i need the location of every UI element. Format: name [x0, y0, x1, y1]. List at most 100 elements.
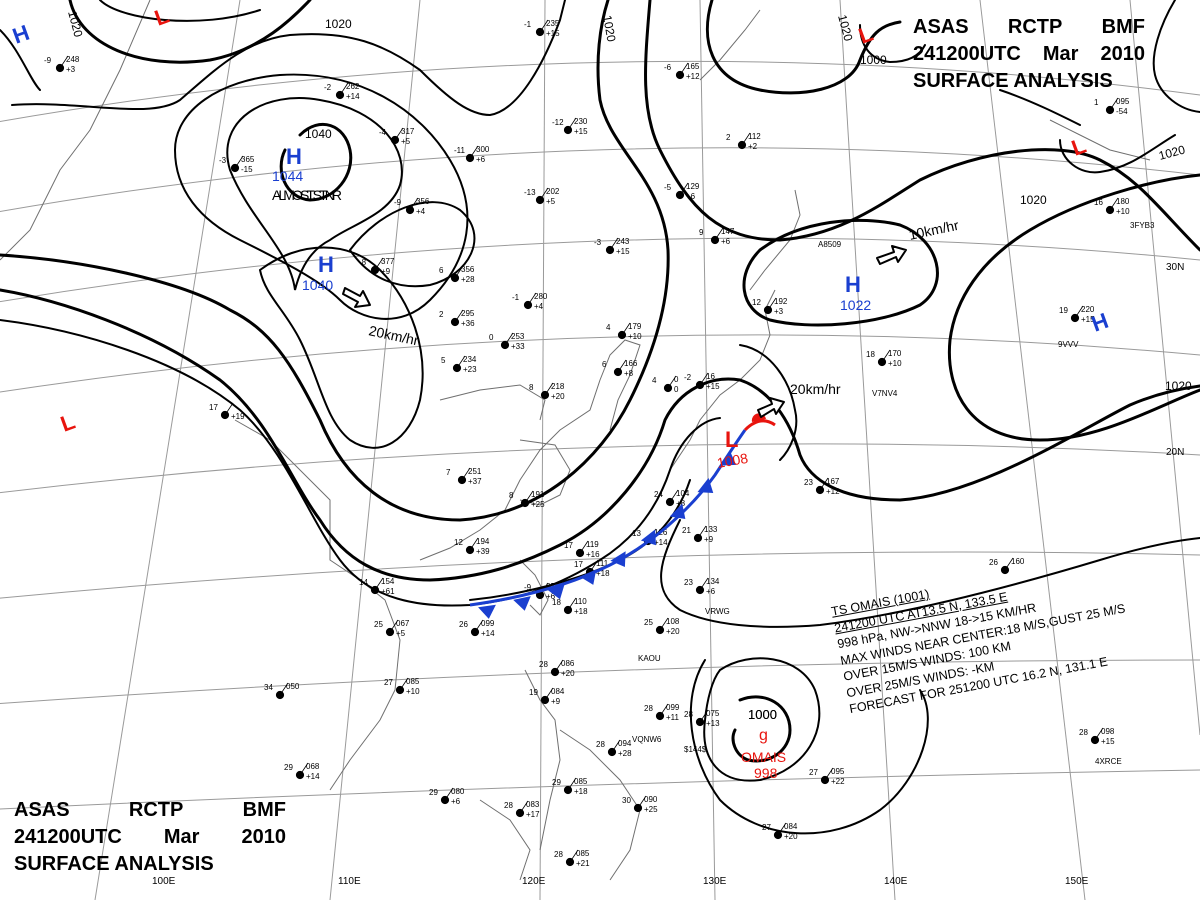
station-plot: 17 +19: [209, 402, 245, 421]
wind-barb-icon: [399, 677, 409, 691]
station-plot: 16 180+10: [1094, 197, 1130, 216]
station-plot: 24 104+8: [654, 489, 690, 508]
station-temperature: 28: [539, 660, 548, 669]
station-pressure: 095: [831, 767, 845, 776]
longitude-label: 130E: [703, 876, 727, 887]
header-station: RCTP: [128, 799, 184, 821]
station-pressure-tendency: +6: [476, 155, 486, 164]
wind-barb-icon: [699, 577, 709, 591]
wind-barb-icon: [389, 619, 399, 633]
header-bottom: ASAS RCTP BMF 241200UTC Mar 2010 SURFACE…: [14, 797, 286, 878]
isobar-label: 1020: [325, 17, 352, 31]
wind-barb-icon: [527, 292, 537, 306]
station-pressure-tendency: +10: [628, 332, 642, 341]
station-pressure: 099: [666, 703, 680, 712]
wind-barb-icon: [567, 597, 577, 611]
station-temperature: 17: [574, 560, 583, 569]
station-plot: -9 248+3: [44, 55, 80, 74]
cold-front-triangle-icon: [640, 529, 657, 546]
station-temperature: 1: [1094, 98, 1099, 107]
station-pressure-tendency: +12: [826, 487, 840, 496]
station-plot: -6 165+12: [664, 62, 700, 81]
wind-barb-icon: [1109, 97, 1119, 111]
station-plot: 17 119+16: [564, 540, 600, 559]
header-product: SURFACE ANALYSIS: [14, 853, 214, 875]
wind-barb-icon: [611, 739, 621, 753]
station-plot: 4 00: [652, 375, 679, 394]
station-pressure-tendency: +4: [416, 207, 426, 216]
station-temperature: 12: [454, 538, 463, 547]
station-pressure: 356: [416, 197, 430, 206]
header-time: 241200UTC: [913, 43, 1021, 65]
station-temperature: -9: [524, 583, 532, 592]
station-pressure-tendency: +33: [511, 342, 525, 351]
low-pressure-value: 1008: [716, 450, 750, 471]
station-pressure: 192: [774, 297, 788, 306]
station-pressure-tendency: +3: [774, 307, 784, 316]
station-pressure: 179: [628, 322, 642, 331]
high-pressure-symbol: H: [845, 272, 861, 297]
station-temperature: -4: [379, 128, 387, 137]
wind-barb-icon: [659, 617, 669, 631]
wind-barb-icon: [1004, 557, 1014, 571]
station-plot: -9 356+4: [394, 197, 430, 216]
station-pressure-tendency: +10: [406, 687, 420, 696]
wind-barb-icon: [394, 127, 404, 141]
station-pressure: 251: [468, 467, 482, 476]
station-pressure-tendency: +14: [481, 629, 495, 638]
station-pressure-tendency: +13: [706, 719, 720, 728]
station-temperature: 21: [682, 526, 691, 535]
station-pressure-tendency: +37: [468, 477, 482, 486]
station-plot: -2 16+15: [684, 372, 720, 391]
station-plot: 28 094+28: [596, 739, 632, 758]
station-temperature: -1: [524, 20, 532, 29]
station-pressure: 202: [546, 187, 560, 196]
storm-pressure: 998: [754, 765, 778, 781]
ship-id: A8509: [818, 240, 842, 249]
station-pressure: 111: [596, 559, 609, 568]
station-pressure-tendency: +25: [531, 500, 545, 509]
station-temperature: 6: [602, 360, 607, 369]
station-pressure-tendency: +23: [463, 365, 477, 374]
station-pressure: 170: [888, 349, 902, 358]
station-plot: -12 230+15: [552, 117, 588, 136]
station-temperature: 28: [1079, 728, 1088, 737]
station-plot: -11 300+6: [454, 145, 490, 164]
station-temperature: 17: [564, 541, 573, 550]
station-pressure-tendency: +15: [546, 29, 560, 38]
station-temperature: -12: [552, 118, 564, 127]
station-temperature: -9: [394, 198, 402, 207]
station-pressure: 365: [241, 155, 255, 164]
wind-barb-icon: [544, 382, 554, 396]
station-pressure-tendency: +15: [574, 127, 588, 136]
station-pressure: 129: [686, 182, 700, 191]
station-plot: 18 170+10: [866, 349, 902, 368]
cold-front-triangle-icon: [513, 596, 531, 611]
station-pressure: 248: [66, 55, 80, 64]
header-agency: ASAS: [913, 16, 969, 38]
wind-barb-icon: [504, 332, 514, 346]
station-plot: 19 220+15: [1059, 305, 1095, 324]
station-temperature: 26: [459, 620, 468, 629]
station-plot: 6 356+28: [439, 265, 475, 284]
station-temperature: 29: [429, 788, 438, 797]
station-pressure-tendency: +14: [654, 538, 668, 547]
wind-barb-icon: [767, 297, 777, 311]
station-pressure: 235: [546, 19, 560, 28]
ship-id: $144$: [684, 745, 707, 754]
cold-front-triangle-icon: [720, 450, 737, 466]
station-pressure-tendency: +11: [666, 713, 680, 722]
station-temperature: 27: [809, 768, 818, 777]
station-pressure: 085: [574, 777, 588, 786]
isobar-labels: 1020 1020 1020 1020 1040 1020 1020 1000 …: [65, 9, 1192, 722]
station-plot: 14 154+61: [359, 577, 395, 596]
station-pressure: 104: [676, 489, 690, 498]
station-pressure: 167: [826, 477, 840, 486]
station-pressure-tendency: 0: [674, 385, 679, 394]
tropical-storm: 1000 ɡ OMAIS 998: [741, 707, 786, 781]
station-plot: 28 086+20: [539, 659, 575, 678]
station-pressure: 166: [624, 359, 638, 368]
cold-front-triangle-icon: [547, 584, 565, 600]
station-temperature: 16: [1094, 198, 1103, 207]
station-plot: -1 235+15: [524, 19, 560, 38]
